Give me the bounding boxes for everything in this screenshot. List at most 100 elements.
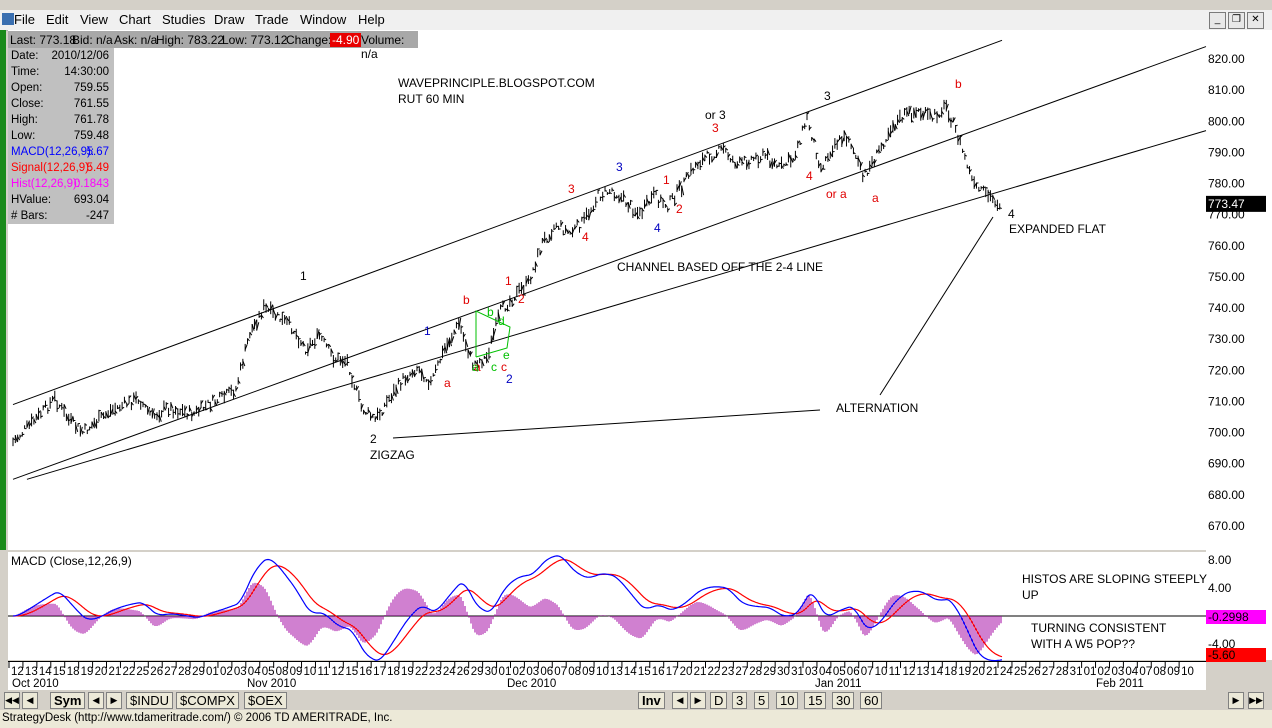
tab-oex[interactable]: $OEX bbox=[244, 692, 287, 709]
close-button[interactable]: ✕ bbox=[1247, 12, 1264, 29]
inv-next-icon[interactable]: ▶ bbox=[690, 692, 706, 709]
prev-icon[interactable]: ◀ bbox=[22, 692, 38, 709]
data-panel-label: Hist(12,26,9): bbox=[11, 178, 81, 190]
price-tick bbox=[251, 324, 255, 331]
wave-label: 2 bbox=[370, 432, 377, 446]
data-panel-value: 5.49 bbox=[86, 162, 109, 174]
price-tick bbox=[799, 142, 803, 145]
scroll-right-icon[interactable]: ▶ bbox=[1228, 692, 1244, 709]
tab-d[interactable]: D bbox=[710, 692, 728, 709]
x-tick-label: 22 bbox=[415, 666, 428, 678]
price-tick bbox=[323, 338, 327, 341]
left-toolbar-strip bbox=[0, 30, 6, 550]
tab-inv[interactable]: Inv bbox=[638, 692, 665, 709]
wave-label: 3 bbox=[824, 89, 831, 103]
data-panel-row: Time: 14:30:00 bbox=[11, 66, 111, 82]
annotation-zigzag: ZIGZAG bbox=[370, 448, 415, 462]
price-tick bbox=[133, 394, 137, 400]
tab-next-icon[interactable]: ▶ bbox=[106, 692, 122, 709]
menu-window[interactable]: Window bbox=[300, 12, 347, 27]
menu-chart[interactable]: Chart bbox=[119, 12, 151, 27]
price-tick bbox=[806, 112, 810, 115]
price-tick bbox=[901, 117, 905, 120]
data-panel-label: Open: bbox=[11, 82, 43, 94]
tab-5[interactable]: 5 bbox=[754, 692, 770, 709]
price-tick bbox=[755, 154, 759, 157]
tab-3[interactable]: 3 bbox=[732, 692, 748, 709]
price-tick bbox=[818, 162, 822, 167]
x-tick-label: 10 bbox=[596, 666, 609, 678]
alternation-line-2 bbox=[879, 216, 994, 396]
price-tick bbox=[676, 185, 680, 191]
x-tick-label: 09 bbox=[1167, 666, 1180, 678]
price-tick bbox=[110, 409, 113, 416]
price-tick bbox=[147, 406, 151, 414]
x-tick-label: 01 bbox=[499, 666, 512, 678]
macd-line bbox=[12, 555, 1003, 662]
tab-10[interactable]: 10 bbox=[776, 692, 799, 709]
last-icon[interactable]: ▶▶ bbox=[1248, 692, 1264, 709]
price-tick bbox=[33, 418, 37, 424]
tab-prev-icon[interactable]: ◀ bbox=[88, 692, 104, 709]
price-tick bbox=[161, 410, 164, 413]
menu-edit[interactable]: Edit bbox=[46, 12, 69, 27]
price-tick bbox=[184, 406, 188, 411]
price-tick bbox=[309, 343, 313, 347]
price-tick bbox=[426, 379, 429, 381]
price-tick bbox=[142, 403, 146, 405]
price-tick bbox=[344, 363, 348, 366]
menu-help[interactable]: Help bbox=[358, 12, 385, 27]
tab-60[interactable]: 60 bbox=[860, 692, 883, 709]
menu-file[interactable]: File bbox=[14, 12, 35, 27]
price-tick bbox=[370, 415, 373, 419]
x-tick-label: 10 bbox=[304, 666, 317, 678]
tab-15[interactable]: 15 bbox=[804, 692, 827, 709]
price-tick bbox=[223, 391, 227, 396]
price-tick bbox=[785, 163, 789, 166]
x-tick-label: 21 bbox=[694, 666, 707, 678]
price-tick bbox=[876, 149, 880, 153]
menu-trade[interactable]: Trade bbox=[255, 12, 289, 27]
price-tick bbox=[609, 192, 612, 195]
price-tick bbox=[644, 203, 647, 208]
price-tick bbox=[827, 158, 831, 162]
price-tick bbox=[381, 412, 385, 416]
menu-view[interactable]: View bbox=[80, 12, 108, 27]
price-tick bbox=[690, 168, 694, 172]
price-tick bbox=[530, 276, 534, 280]
x-tick-label: 20 bbox=[95, 666, 108, 678]
bid-value: Bid: n/a bbox=[72, 33, 113, 47]
price-tick bbox=[163, 406, 167, 411]
price-tick bbox=[42, 405, 46, 408]
price-tick bbox=[887, 131, 891, 138]
inv-prev-icon[interactable]: ◀ bbox=[672, 692, 688, 709]
price-tick bbox=[293, 330, 297, 333]
tab-indu[interactable]: $INDU bbox=[126, 692, 174, 709]
first-icon[interactable]: ◀◀ bbox=[4, 692, 20, 709]
price-tick bbox=[704, 155, 708, 158]
price-tick bbox=[326, 343, 329, 347]
menu-draw[interactable]: Draw bbox=[214, 12, 245, 27]
price-tick bbox=[966, 166, 970, 169]
price-tick bbox=[12, 438, 16, 441]
tab-30[interactable]: 30 bbox=[832, 692, 855, 709]
minimize-button[interactable]: _ bbox=[1209, 12, 1226, 29]
price-tick bbox=[240, 363, 243, 367]
data-panel-label: Close: bbox=[11, 98, 44, 110]
price-tick bbox=[620, 199, 624, 202]
channel-line bbox=[12, 39, 1003, 406]
price-tick bbox=[56, 407, 60, 410]
price-tick bbox=[14, 435, 18, 443]
menu-studies[interactable]: Studies bbox=[162, 12, 206, 27]
x-tick-label: 29 bbox=[471, 666, 484, 678]
price-tick bbox=[342, 360, 346, 365]
data-panel-row: HValue: 693.04 bbox=[11, 194, 111, 210]
tab-sym[interactable]: Sym bbox=[50, 692, 86, 709]
x-tick-label: 02 bbox=[1098, 666, 1111, 678]
price-tick bbox=[126, 403, 130, 407]
tab-compx[interactable]: $COMPX bbox=[176, 692, 239, 709]
price-tick bbox=[932, 117, 935, 120]
price-tick bbox=[404, 376, 408, 383]
restore-button[interactable]: ❐ bbox=[1228, 12, 1245, 29]
